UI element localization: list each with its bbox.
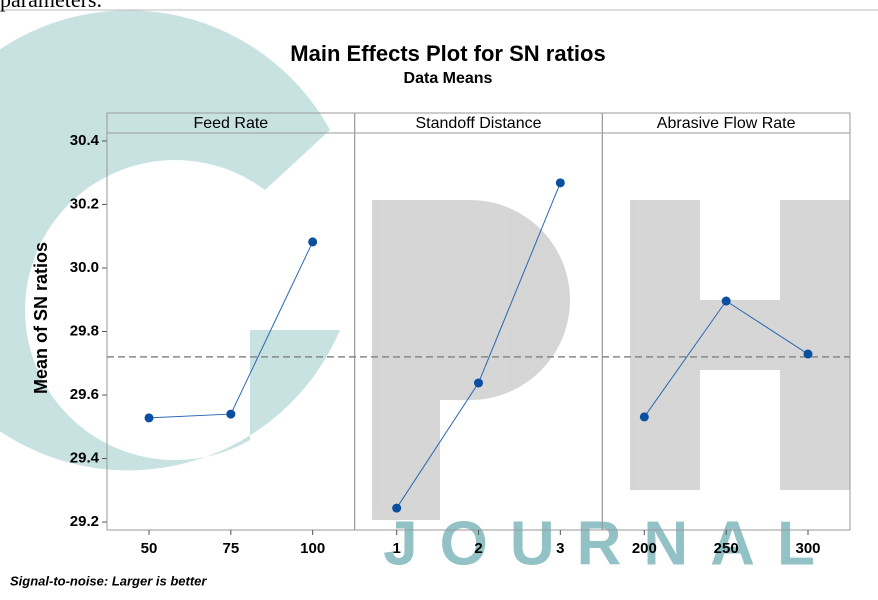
page-text: parameters.: [0, 0, 102, 12]
x-tick-label: 1: [392, 540, 400, 557]
y-tick-label: 30.2: [70, 195, 99, 212]
x-tick-label: 3: [556, 540, 564, 557]
watermark-text: JOURNAL: [383, 509, 837, 578]
panel-header: [601, 112, 851, 134]
point: [392, 503, 402, 513]
y-axis-label: Mean of SN ratios: [31, 242, 51, 394]
footnote: Signal-to-noise: Larger is better: [10, 573, 207, 588]
point: [555, 178, 565, 188]
y-tick-label: 29.4: [70, 450, 100, 467]
y-tick-label: 29.8: [70, 322, 99, 339]
point: [226, 409, 236, 419]
chart-title: Main Effects Plot for SN ratios: [290, 41, 605, 66]
x-tick-label: 300: [795, 540, 820, 557]
x-tick-label: 200: [632, 540, 657, 557]
x-tick-label: 2: [474, 540, 482, 557]
y-tick-label: 29.2: [70, 513, 99, 530]
point: [721, 296, 731, 306]
y-tick-label: 30.4: [70, 132, 100, 149]
watermark-p: [372, 200, 570, 520]
panel-title: Standoff Distance: [415, 115, 541, 132]
point: [308, 237, 318, 247]
x-tick-label: 250: [714, 540, 739, 557]
x-tick-label: 75: [222, 540, 239, 557]
point: [803, 349, 813, 359]
watermark-g: [0, 10, 340, 471]
panel-title: Abrasive Flow Rate: [657, 115, 796, 132]
chart-subtitle: Data Means: [404, 70, 493, 87]
y-tick-label: 30.0: [70, 259, 99, 276]
x-tick-label: 50: [141, 540, 158, 557]
point: [639, 412, 649, 422]
x-tick-label: 100: [300, 540, 325, 557]
y-tick-label: 29.6: [70, 386, 99, 403]
watermark-h: [630, 200, 850, 490]
panel-title: Feed Rate: [193, 115, 268, 132]
point: [474, 378, 483, 388]
point: [144, 413, 154, 423]
